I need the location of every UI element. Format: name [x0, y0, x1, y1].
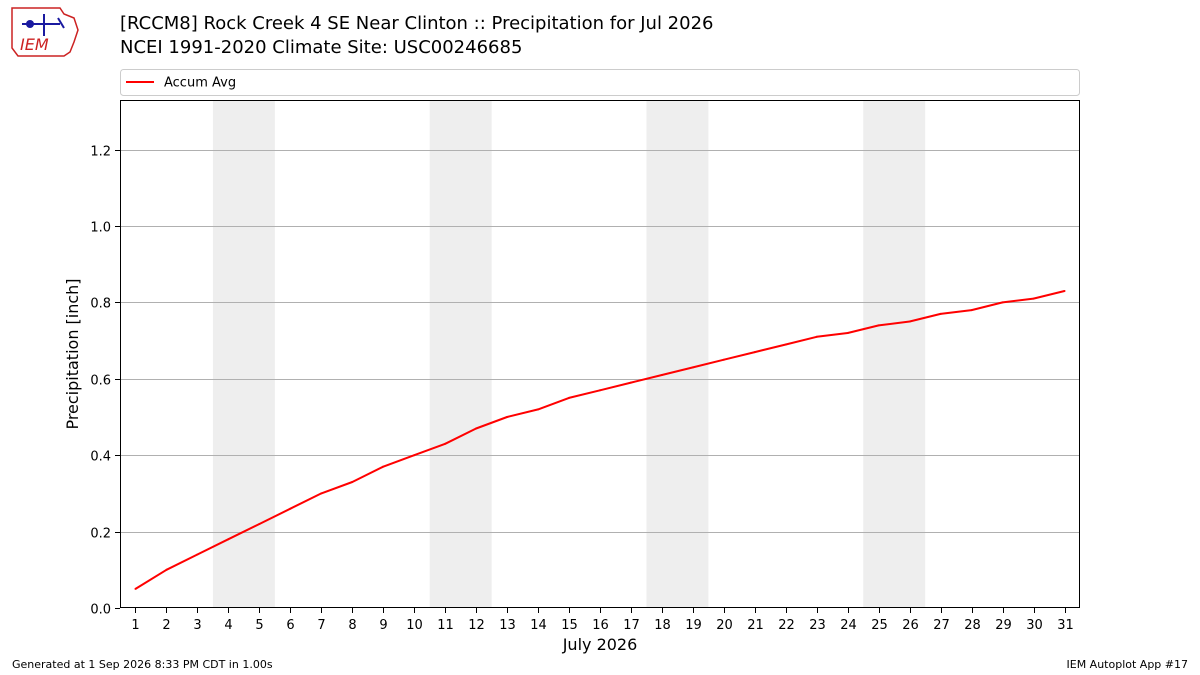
data-point [1063, 289, 1066, 292]
x-tick-label: 18 [654, 618, 671, 633]
x-tick-label: 28 [964, 618, 981, 633]
logo-text: IEM [20, 35, 49, 54]
weekend-band-1 [429, 100, 492, 608]
y-axis: 0.0 0.2 0.4 0.6 0.8 1.0 1.2 [90, 145, 120, 618]
x-tick-label: 3 [193, 618, 201, 633]
grid-lines [120, 150, 1080, 533]
data-point [753, 351, 756, 354]
x-axis-label: July 2026 [562, 635, 638, 654]
y-tick-label: 1.2 [90, 145, 111, 160]
data-point [939, 312, 942, 315]
x-tick-label: 17 [623, 618, 640, 633]
data-point [444, 442, 447, 445]
y-tick-label: 0.2 [90, 527, 111, 542]
y-tick-label: 0.4 [90, 450, 111, 465]
footer-generated: Generated at 1 Sep 2026 8:33 PM CDT in 1… [12, 658, 273, 671]
data-point [1032, 297, 1035, 300]
x-axis: 1 2 3 4 5 6 7 8 9 10 11 12 13 14 15 16 17 18 19 20 21 22 23 24 2… [131, 608, 1074, 633]
data-point [691, 366, 694, 369]
x-tick-label: 14 [530, 618, 547, 633]
x-tick-label: 13 [499, 618, 516, 633]
data-point [382, 465, 385, 468]
data-point [258, 522, 261, 525]
data-point [970, 309, 973, 312]
data-point [506, 416, 509, 419]
data-point [815, 335, 818, 338]
y-tick-label: 1.0 [90, 221, 111, 236]
x-tick-label: 25 [871, 618, 888, 633]
data-point [320, 492, 323, 495]
data-point [1001, 301, 1004, 304]
data-point [165, 568, 168, 571]
data-point [289, 507, 292, 510]
x-tick-label: 2 [162, 618, 170, 633]
x-tick-label: 21 [747, 618, 764, 633]
legend-label: Accum Avg [164, 76, 236, 91]
legend-box [120, 69, 1080, 96]
x-tick-label: 27 [933, 618, 950, 633]
x-tick-label: 9 [379, 618, 387, 633]
data-point [629, 381, 632, 384]
y-tick-label: 0.6 [90, 374, 111, 389]
chart-title: [RCCM8] Rock Creek 4 SE Near Clinton :: … [120, 13, 714, 34]
chart-subtitle: NCEI 1991-2020 Climate Site: USC00246685 [120, 37, 523, 58]
x-tick-label: 31 [1057, 618, 1074, 633]
weekend-band-3 [863, 100, 926, 608]
series-layer [134, 289, 1066, 590]
x-tick-label: 23 [809, 618, 826, 633]
x-tick-label: 4 [224, 618, 232, 633]
data-point [660, 374, 663, 377]
data-point [846, 331, 849, 334]
x-tick-label: 24 [840, 618, 857, 633]
legend: Accum Avg [120, 69, 1080, 96]
data-point [784, 343, 787, 346]
data-point [227, 538, 230, 541]
x-tick-label: 16 [592, 618, 609, 633]
x-tick-label: 22 [778, 618, 795, 633]
data-point [722, 358, 725, 361]
data-point [475, 427, 478, 430]
weekend-bands [212, 100, 926, 608]
x-tick-label: 12 [468, 618, 485, 633]
x-tick-label: 19 [685, 618, 702, 633]
x-tick-label: 15 [561, 618, 578, 633]
iem-logo: IEM [11, 7, 79, 57]
plot-frame [120, 100, 1080, 608]
x-tick-label: 10 [406, 618, 423, 633]
x-tick-label: 20 [716, 618, 733, 633]
weekend-band-2 [646, 100, 709, 608]
data-point [196, 553, 199, 556]
data-point [877, 324, 880, 327]
x-tick-label: 29 [995, 618, 1012, 633]
x-tick-label: 26 [902, 618, 919, 633]
data-point [599, 389, 601, 392]
y-tick-label: 0.0 [90, 603, 111, 618]
x-tick-label: 7 [317, 618, 325, 633]
y-tick-label: 0.8 [90, 297, 111, 312]
weekend-band-0 [212, 100, 275, 608]
footer-app: IEM Autoplot App #17 [1066, 658, 1189, 671]
data-point [908, 320, 911, 323]
data-point [537, 408, 540, 411]
data-point [351, 480, 354, 483]
data-point [413, 454, 416, 457]
x-tick-label: 8 [348, 618, 356, 633]
x-tick-label: 1 [131, 618, 139, 633]
y-axis-label: Precipitation [inch] [63, 278, 82, 429]
x-tick-label: 11 [437, 618, 454, 633]
data-point [568, 396, 571, 399]
x-tick-label: 30 [1026, 618, 1043, 633]
x-tick-label: 6 [286, 618, 294, 633]
data-point [134, 587, 137, 590]
x-tick-label: 5 [255, 618, 263, 633]
